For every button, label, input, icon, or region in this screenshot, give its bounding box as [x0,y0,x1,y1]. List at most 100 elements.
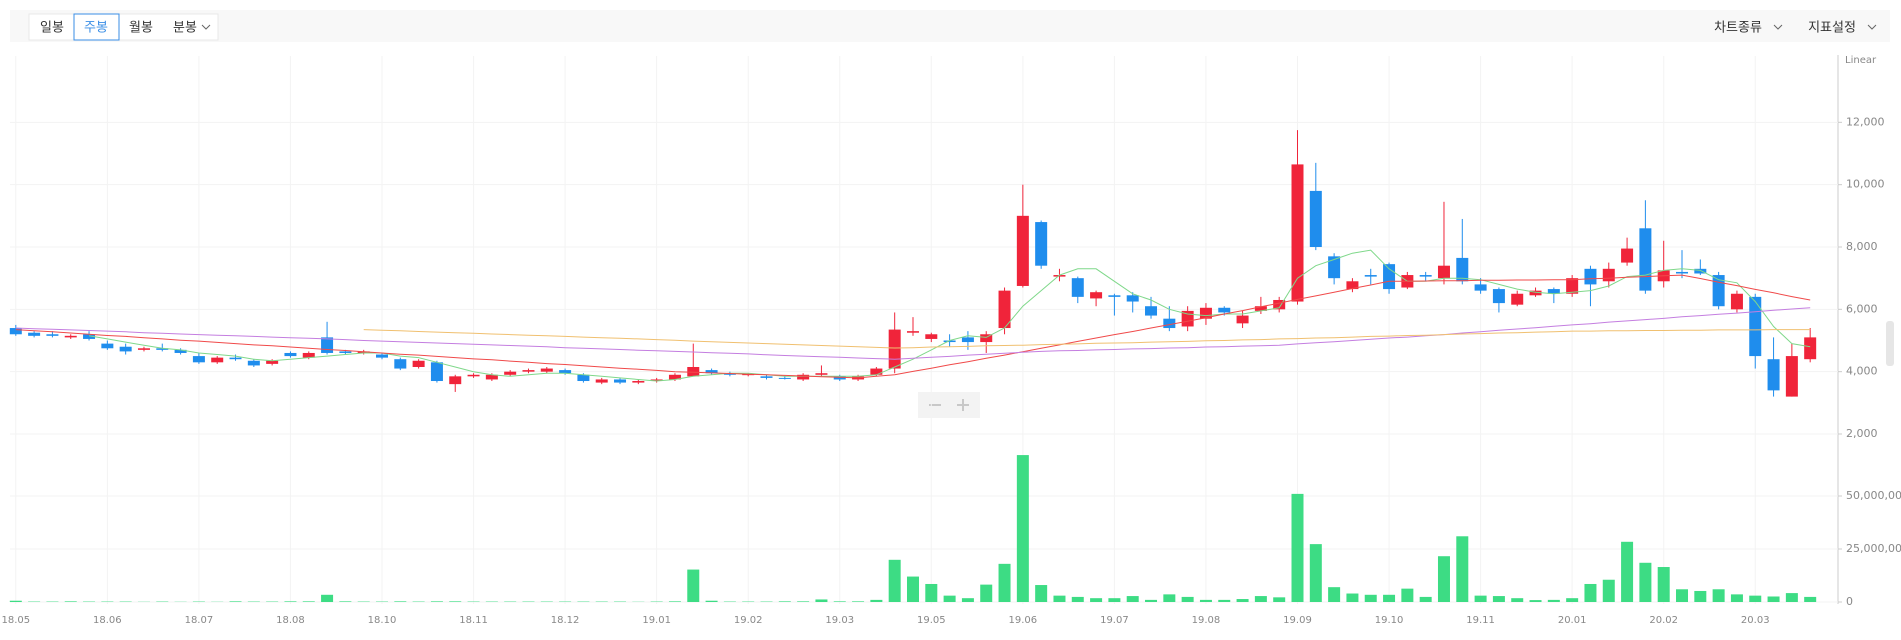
volume-bar [1145,599,1158,602]
y-tick-label: 6,000 [1846,302,1878,315]
candle-body [83,334,96,339]
candle-body [1291,164,1304,302]
volume-bar [961,598,974,602]
candle-body [980,334,993,343]
moving-average-line [15,307,1811,360]
volume-bar [1566,598,1579,602]
candle-body [815,373,828,375]
volume-bar [1035,585,1048,602]
volume-bar [1364,594,1377,602]
volume-bar [1419,596,1432,602]
marks [9,130,1817,602]
candle-body [467,374,480,377]
volume-bar [668,601,681,602]
volume-bar [1016,455,1029,602]
candle-body [174,349,187,353]
candle-body [778,377,791,379]
volume-bar [1163,594,1176,602]
volume-bar [1785,593,1798,602]
volume-bar [1676,589,1689,602]
candle-body [760,376,773,378]
candle-body [1749,296,1762,357]
candle-body [247,360,260,366]
volume-bar [852,601,865,602]
candle-body [266,360,279,364]
volume-bar [1547,599,1560,602]
candle-body [9,328,22,335]
y-tick-label: 8,000 [1846,240,1878,253]
scrollbar[interactable] [1886,321,1894,366]
volume-bar [1584,583,1597,602]
candle-body [961,337,974,343]
candle-body [376,354,388,358]
period-button[interactable]: 분봉 [173,21,197,36]
grid [10,56,1842,604]
candle-body [1236,315,1249,324]
toolbar [10,10,1890,42]
candle-body [1511,293,1524,305]
candle-body [394,359,407,369]
volume-bar [430,601,443,602]
period-button[interactable]: 주봉 [84,21,108,36]
menu-button[interactable]: 지표설정 [1808,21,1856,36]
x-tick-label: 18.08 [276,615,305,626]
volume-bar [302,601,315,602]
candle-body [284,352,297,357]
volume-bar [998,563,1011,602]
x-tick-label: 19.06 [1009,615,1038,626]
volume-bar [1291,493,1304,602]
x-tick-label: 18.12 [551,615,580,626]
candle-body [632,381,645,383]
candle-body [1108,295,1121,297]
x-tick-label: 19.05 [917,615,946,626]
candle-body [485,374,498,380]
x-tick-label: 20.01 [1558,615,1587,626]
candle-body [1639,228,1652,291]
candle-body [705,370,718,374]
y-tick-label: 0 [1846,595,1853,608]
candle-body [1730,293,1743,310]
candle-body [430,362,443,382]
candle-body [449,376,462,385]
candle-body [1785,356,1798,397]
candle-body [1053,275,1066,277]
volume-bar [1071,596,1084,602]
candle-body [650,379,663,382]
period-button[interactable]: 일봉 [40,21,64,36]
moving-average-line [88,249,1811,382]
scale-label[interactable]: Linear [1845,55,1877,66]
volume-bar [1730,594,1743,602]
volume-bar [1346,593,1359,602]
candle-body [1419,275,1432,277]
candle-body [1602,268,1615,282]
volume-bar [705,600,718,602]
candle-body [1767,359,1780,391]
x-tick-label: 18.06 [93,615,122,626]
volume-bar [1254,596,1267,602]
candle-body [1126,295,1139,302]
candle-body [339,351,352,353]
volume-bar [1273,597,1286,602]
candle-body [1529,290,1542,296]
candle-body [1218,307,1231,313]
candle-body [668,374,681,380]
candle-body [1437,265,1450,279]
period-button[interactable]: 월봉 [129,21,153,36]
candle-body [1328,256,1341,279]
labels: 2,000 4,000 6,000 8,000 10,000 12,000 0 25,000,… [1,115,1901,626]
x-tick-label: 20.03 [1741,615,1770,626]
y-tick-label: 50,000,000 [1846,489,1901,502]
volume-bar [1053,595,1066,602]
candle-body [540,368,553,372]
menu-button[interactable]: 차트종류 [1714,21,1762,36]
volume-bar [1474,595,1487,602]
candle-body [1016,215,1029,286]
candle-body [119,346,132,352]
candle-body [1694,268,1707,274]
x-tick-label: 18.10 [368,615,397,626]
candle-body [1199,307,1212,319]
candle-body [321,337,334,353]
volume-bar [1108,598,1121,602]
volume-bar [1639,562,1652,602]
candle-body [192,356,205,363]
